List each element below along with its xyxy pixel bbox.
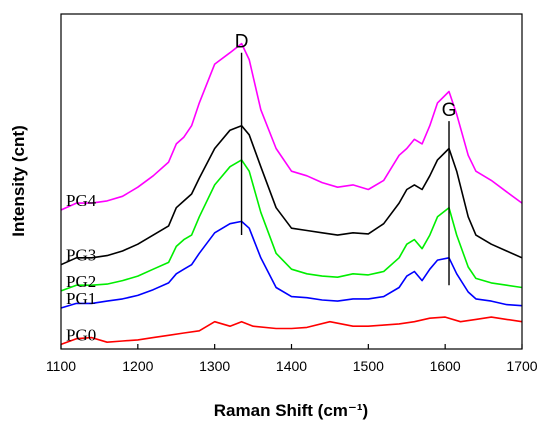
x-tick-label: 1500: [353, 358, 384, 374]
plot-frame: [60, 13, 523, 350]
x-tick-label: 1200: [122, 358, 153, 374]
series-line-pg3: [60, 124, 523, 266]
x-tick-label: 1400: [276, 358, 307, 374]
series-line-pg2: [60, 159, 523, 292]
x-tick-label: 1300: [199, 358, 230, 374]
y-axis-title: Intensity (cnt): [9, 125, 28, 236]
series-label-pg1: PG1: [66, 289, 96, 308]
series-label-pg4: PG4: [66, 191, 97, 210]
series-line-pg1: [60, 220, 523, 309]
x-axis-title: Raman Shift (cm⁻¹): [214, 401, 368, 420]
series-label-pg2: PG2: [66, 272, 96, 291]
series-line-pg0: [60, 316, 523, 346]
peak-label-g: G: [442, 100, 457, 121]
series-line-pg4: [60, 42, 523, 211]
series-label-pg3: PG3: [66, 246, 96, 265]
x-tick-label: 1600: [430, 358, 461, 374]
x-tick-label: 1700: [506, 358, 537, 374]
x-tick-label: 1100: [46, 358, 76, 374]
peak-label-d: D: [235, 32, 249, 53]
x-axis-ticks: 1100 1200 1300 1400 1500 1600 1700: [46, 344, 538, 374]
peak-annotations: DG: [235, 32, 457, 286]
series-label-pg0: PG0: [66, 325, 96, 344]
